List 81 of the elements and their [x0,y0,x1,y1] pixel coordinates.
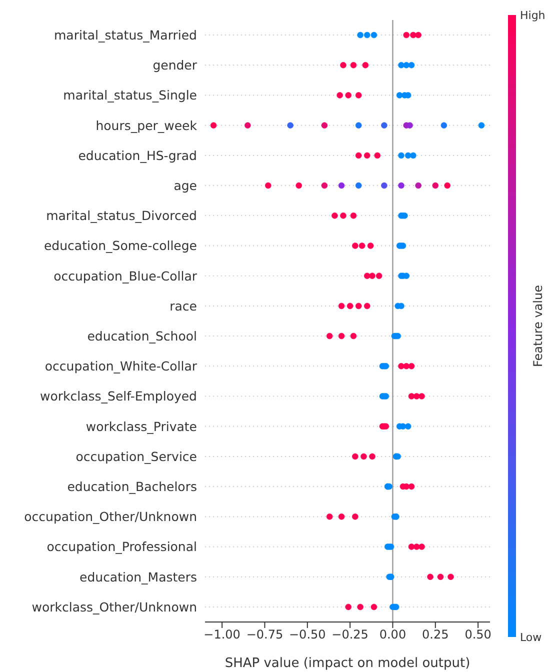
point [352,514,358,520]
point [345,92,352,98]
x-tick-label: 0.00 [379,628,406,642]
point [415,182,422,189]
point [355,92,362,98]
y-tick-label: education_HS-grad [78,148,197,163]
y-tick-label: education_Some-college [44,238,198,254]
y-tick-label: race [170,298,198,314]
point [352,242,358,249]
y-tick-label: education_Masters [80,569,197,584]
point [355,302,362,310]
point [381,122,388,128]
point [357,604,364,610]
point [406,122,413,128]
point [352,453,358,460]
point [350,332,357,340]
x-tick-label: −0.75 [246,628,284,642]
x-tick-label: −0.50 [289,628,326,642]
point [350,212,357,219]
x-tick-label: 0.25 [422,628,449,642]
point [376,272,382,279]
y-tick-label: occupation_Service [76,448,198,464]
y-tick-label: marital_status_Divorced [46,208,197,224]
y-tick-label: occupation_White-Collar [44,358,198,374]
point [364,272,370,279]
y-tick-label: age [174,178,198,193]
point [398,152,404,159]
point [338,514,345,520]
point [362,62,369,68]
point [374,152,381,159]
point [287,122,294,128]
y-tick-label: education_Bachelors [67,478,197,494]
point [345,604,352,610]
point [360,453,367,460]
y-tick-label: workclass_Other/Unknown [32,599,197,614]
point [370,604,378,610]
y-tick-label: gender [152,58,198,73]
point [410,152,416,159]
point [367,242,374,249]
point [355,152,362,159]
point [408,62,415,68]
point [338,302,345,310]
y-tick-label: hours_per_week [96,118,198,133]
point [404,152,412,159]
x-tick-label: 0.50 [464,628,492,642]
point [338,332,345,340]
point [350,62,357,68]
x-tick-label: −0.25 [332,628,368,642]
point [369,272,376,279]
point [404,423,412,430]
y-tick-label: education_School [87,328,197,344]
y-tick-label: marital_status_Single [63,88,198,103]
point [296,182,302,189]
point [340,62,346,68]
y-tick-label: occupation_Professional [46,539,197,554]
point [210,122,217,128]
point [340,212,346,219]
point [358,242,366,249]
y-tick-label: occupation_Other/Unknown [24,509,197,524]
y-tick-label: marital_status_Married [54,27,197,42]
point [364,152,370,159]
x-axis-title: SHAP value (impact on model output) [224,656,470,671]
y-tick-label: occupation_Blue-Collar [54,268,198,284]
point [326,514,333,520]
point [369,453,376,460]
point [326,332,333,340]
point [332,212,338,219]
point [440,122,448,128]
x-tick-label: −1.00 [204,628,240,642]
y-tick-label: workclass_Self-Employed [40,388,197,404]
point [346,302,354,310]
point [396,92,403,98]
color-bar-title: Feature value [531,285,545,367]
point [432,182,439,189]
point [398,182,404,189]
point [336,92,343,98]
point [381,182,388,189]
point [264,182,272,189]
color-bar-label: High [520,9,546,22]
y-tick-label: workclass_Private [86,418,198,434]
color-bar-label: Low [520,631,542,644]
